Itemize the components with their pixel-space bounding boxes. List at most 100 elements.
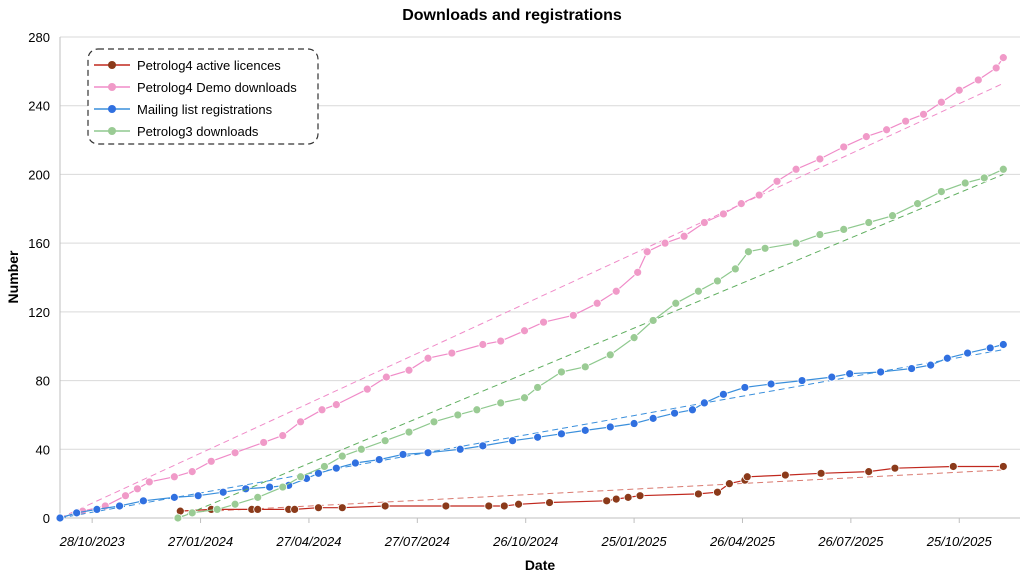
data-point <box>890 463 900 473</box>
data-point <box>973 75 983 85</box>
data-point <box>797 376 807 385</box>
data-point <box>115 501 124 511</box>
x-tick-label: 26/04/2025 <box>709 534 776 549</box>
y-tick-label: 0 <box>43 511 50 526</box>
data-point <box>423 448 433 458</box>
data-point <box>441 501 451 511</box>
data-point <box>320 462 329 471</box>
y-tick-label: 280 <box>28 30 50 45</box>
data-point <box>404 365 414 375</box>
data-point <box>670 408 679 418</box>
data-point <box>602 496 612 506</box>
data-point <box>736 199 746 209</box>
data-point <box>623 492 633 502</box>
data-point <box>533 432 543 442</box>
data-point <box>679 231 689 241</box>
data-point <box>760 243 770 253</box>
data-point <box>919 109 928 119</box>
data-point <box>447 348 457 358</box>
y-tick-label: 160 <box>28 236 50 251</box>
data-point <box>772 176 782 186</box>
data-point <box>356 444 366 454</box>
legend-marker <box>108 105 116 113</box>
x-axis-title: Date <box>525 557 556 573</box>
data-point <box>557 429 566 439</box>
data-point <box>629 333 639 343</box>
data-point <box>699 218 709 227</box>
data-point <box>496 336 506 346</box>
data-point <box>253 492 263 502</box>
data-point <box>864 467 874 477</box>
data-point <box>888 211 897 221</box>
data-point <box>206 456 216 466</box>
data-point <box>187 467 197 477</box>
data-point <box>453 410 463 420</box>
data-point <box>278 482 288 492</box>
legend-label: Petrolog3 downloads <box>137 124 259 139</box>
data-point <box>913 199 922 209</box>
data-point <box>839 142 849 152</box>
data-point <box>317 405 327 415</box>
data-point <box>742 472 752 482</box>
y-tick-label: 40 <box>36 442 50 457</box>
legend-marker <box>108 127 116 135</box>
x-tick-label: 27/04/2024 <box>275 534 341 549</box>
data-point <box>193 491 203 501</box>
data-point <box>963 348 972 358</box>
data-point <box>740 383 750 392</box>
data-point <box>508 436 518 446</box>
data-point <box>173 513 183 523</box>
data-point <box>754 190 764 200</box>
x-tick-label: 25/10/2025 <box>926 534 993 549</box>
axes <box>59 37 1020 523</box>
y-tick-label: 80 <box>36 374 50 389</box>
data-point <box>230 448 240 458</box>
data-point <box>253 505 263 514</box>
data-point <box>520 326 529 336</box>
data-point <box>398 450 408 459</box>
data-point <box>791 164 801 174</box>
x-tick-label: 25/01/2025 <box>601 534 668 549</box>
legend-label: Petrolog4 active licences <box>137 58 281 73</box>
data-point <box>629 419 639 428</box>
data-point <box>660 238 670 248</box>
data-point <box>230 499 240 509</box>
data-point <box>694 286 703 296</box>
data-point <box>374 455 384 464</box>
data-point <box>337 503 347 513</box>
data-point <box>296 417 305 427</box>
data-point <box>998 53 1008 63</box>
y-tick-label: 240 <box>28 99 50 114</box>
data-point <box>605 350 615 360</box>
legend-marker <box>108 83 116 91</box>
data-point <box>121 491 130 501</box>
data-point <box>816 468 826 478</box>
data-point <box>350 458 360 468</box>
data-point <box>520 393 529 403</box>
y-tick-label: 200 <box>28 167 50 182</box>
data-point <box>429 417 439 427</box>
data-point <box>936 97 946 107</box>
data-point <box>864 218 874 227</box>
data-point <box>882 125 892 135</box>
data-point <box>423 353 433 363</box>
trendline <box>177 173 1004 519</box>
data-point <box>827 372 837 382</box>
data-point <box>169 492 179 502</box>
data-point <box>633 267 643 277</box>
data-point <box>187 508 197 518</box>
data-point <box>169 472 179 482</box>
data-point <box>472 405 482 415</box>
data-point <box>635 491 645 501</box>
trendline <box>59 82 1004 519</box>
x-tick-label: 27/01/2024 <box>167 534 233 549</box>
data-point <box>907 364 917 373</box>
data-point <box>92 505 102 514</box>
data-point <box>876 367 886 377</box>
data-point <box>314 503 323 513</box>
data-point <box>290 505 300 514</box>
series-1 <box>55 53 1008 523</box>
data-point <box>648 413 658 423</box>
data-point <box>998 340 1008 349</box>
data-point <box>719 209 728 219</box>
